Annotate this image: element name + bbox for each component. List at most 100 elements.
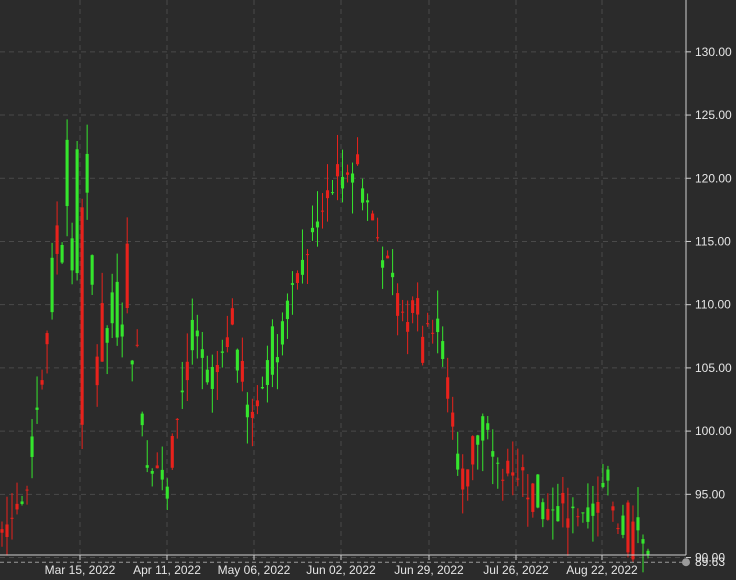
candle-body: [45, 333, 49, 345]
candle-body: [245, 404, 249, 418]
candle-body: [411, 300, 415, 313]
y-tick-label: 120.00: [695, 171, 732, 185]
candle-body: [516, 478, 520, 480]
candle-body: [636, 517, 640, 531]
candle-body: [85, 153, 89, 193]
candle-body: [426, 323, 430, 325]
candle-body: [210, 366, 214, 389]
candle-body: [295, 273, 300, 283]
candle-body: [240, 360, 244, 382]
candle-body: [521, 467, 525, 471]
candle-body: [35, 407, 39, 410]
candle-body: [461, 468, 465, 490]
candle-body: [235, 349, 239, 371]
candle-body: [65, 139, 69, 207]
candle-body: [501, 479, 505, 481]
candle-body: [586, 507, 590, 522]
candle-body: [626, 502, 630, 553]
candle-body: [340, 176, 345, 189]
candle-body: [646, 550, 650, 555]
x-tick-label: Jun 29, 2022: [394, 563, 464, 577]
candle-body: [591, 503, 595, 516]
candle-body: [436, 318, 440, 333]
candle-body: [155, 465, 159, 469]
candle-body: [115, 281, 119, 338]
candle-body: [150, 470, 154, 474]
candle-body: [105, 328, 109, 343]
candle-body: [451, 412, 455, 427]
candle-body: [95, 356, 99, 386]
candle-body: [110, 292, 114, 324]
candle-body: [285, 300, 289, 320]
candle-body: [215, 364, 219, 373]
candle-body: [621, 515, 625, 535]
candle-body: [536, 474, 540, 508]
candle-body: [396, 293, 400, 316]
y-tick-label: 130.00: [695, 45, 732, 59]
candle-body: [476, 435, 480, 445]
candle-body: [315, 221, 320, 228]
candle-body: [275, 357, 279, 363]
candle-body: [381, 260, 385, 268]
candle-body: [60, 244, 64, 263]
x-tick-label: Jul 26, 2022: [483, 563, 549, 577]
candle-body: [611, 506, 615, 511]
candle-body: [576, 516, 580, 518]
candle-body: [531, 483, 535, 512]
candle-body: [325, 190, 330, 199]
candle-body: [376, 237, 380, 239]
candle-body: [421, 336, 425, 363]
candle-body: [330, 192, 335, 194]
x-tick-label: Aug 22, 2022: [566, 563, 638, 577]
candle-body: [40, 380, 44, 385]
candle-body: [10, 517, 14, 519]
candle-body: [551, 509, 555, 511]
x-tick-label: Apr 11, 2022: [133, 563, 201, 577]
candle-body: [566, 518, 570, 528]
last-price-marker: 89.63: [0, 555, 725, 569]
candle-body: [165, 486, 169, 499]
candle-body: [355, 154, 360, 165]
x-tick-label: May 06, 2022: [218, 563, 291, 577]
candle-body: [50, 257, 54, 313]
candle-body: [125, 243, 129, 309]
candle-body: [416, 298, 420, 315]
candle-body: [361, 188, 365, 203]
candle-body: [491, 451, 495, 457]
candle-body: [25, 489, 29, 491]
candle-body: [481, 416, 485, 441]
candle-body: [55, 225, 59, 254]
x-tick-label: Mar 15, 2022: [45, 563, 116, 577]
candle-body: [431, 332, 435, 334]
candle-body: [20, 501, 24, 504]
candle-body: [90, 255, 94, 285]
candle-body: [130, 360, 134, 365]
y-tick-label: 125.00: [695, 108, 732, 122]
candle-body: [506, 460, 510, 474]
candle-body: [270, 326, 274, 375]
candle-body: [220, 351, 224, 353]
candle-body: [366, 200, 370, 203]
candle-body: [571, 506, 575, 509]
candle-body: [596, 502, 600, 513]
candle-body: [391, 272, 395, 278]
candle-body: [260, 387, 264, 389]
candle-body: [100, 303, 104, 362]
candle-body: [466, 469, 470, 487]
candle-body: [601, 482, 605, 487]
y-tick-label: 95.00: [695, 487, 725, 501]
candle-body: [120, 324, 124, 337]
last-price-dot: [682, 558, 690, 567]
candle-body: [310, 227, 315, 233]
candle-body: [80, 207, 84, 425]
candle-body: [205, 369, 209, 383]
candle-body: [195, 330, 199, 337]
candle-body: [556, 506, 560, 522]
y-tick-label: 115.00: [695, 234, 731, 248]
candle-body: [185, 361, 189, 381]
candle-body: [255, 400, 259, 407]
candle-body: [180, 390, 184, 393]
candle-body: [70, 238, 74, 271]
